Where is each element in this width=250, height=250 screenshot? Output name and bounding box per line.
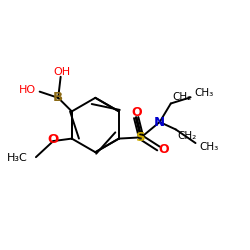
- Text: OH: OH: [53, 67, 70, 77]
- Text: H₃C: H₃C: [6, 153, 27, 163]
- Text: O: O: [131, 106, 141, 119]
- Text: CH₂: CH₂: [177, 131, 196, 141]
- Text: HO: HO: [19, 86, 36, 96]
- Text: N: N: [154, 116, 165, 128]
- Text: O: O: [48, 133, 59, 146]
- Text: S: S: [136, 131, 146, 144]
- Text: CH₃: CH₃: [194, 88, 214, 98]
- Text: O: O: [158, 143, 169, 156]
- Text: CH₂: CH₂: [172, 92, 191, 102]
- Text: CH₃: CH₃: [199, 142, 218, 152]
- Text: B: B: [53, 91, 63, 104]
